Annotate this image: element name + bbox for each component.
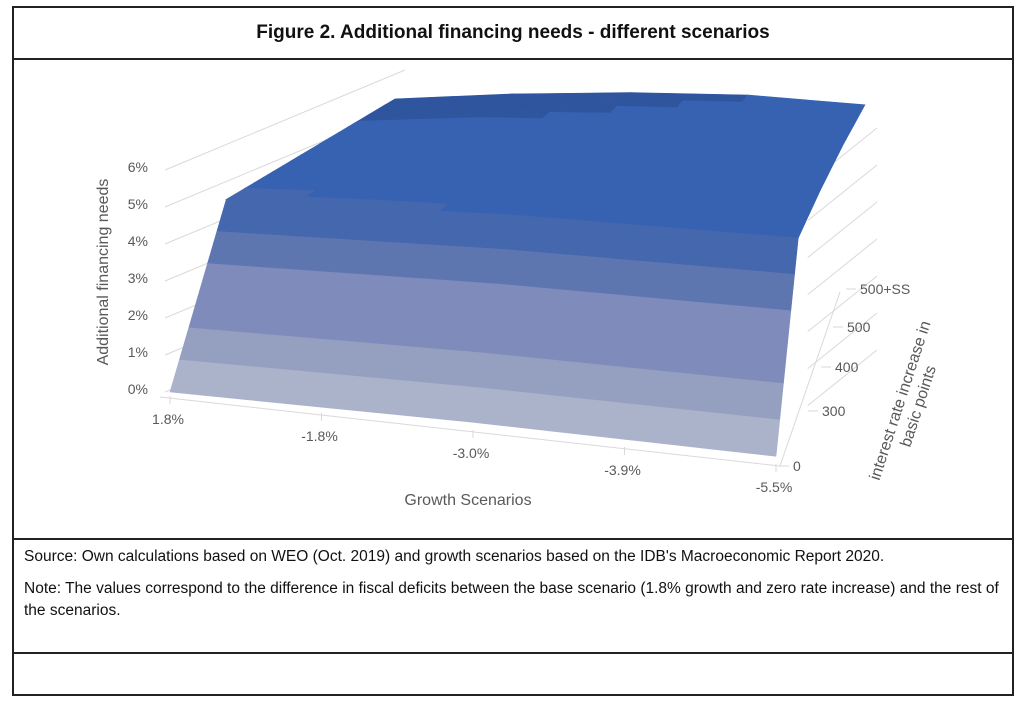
z-axis-title: Additional financing needs — [95, 179, 112, 366]
x-tick-label: -5.5% — [756, 479, 793, 495]
z-tick-label: 2% — [128, 307, 148, 323]
surface-patch — [503, 92, 573, 101]
x-tick-label: -1.8% — [301, 428, 338, 444]
surface-patch — [649, 226, 728, 269]
figure-table: Figure 2. Additional financing needs - d… — [12, 6, 1014, 696]
z-tick-label: 5% — [128, 196, 148, 212]
y-tick-label: 0 — [793, 458, 801, 474]
right-wall-gridline — [807, 201, 878, 258]
surface-patch — [411, 312, 493, 354]
surface-patch — [505, 214, 585, 257]
surface-patch — [472, 387, 555, 432]
surface-patch — [498, 249, 579, 292]
surface-patch — [624, 403, 706, 449]
surface-patch — [331, 171, 410, 180]
surface-patch — [345, 273, 427, 314]
chart-row: 0% 1% 2% 3% 4% 5% 6% 1.8% -1.8% -3.0% -3.9% -5.5% 0 3… — [14, 60, 1012, 540]
right-wall-gridline — [807, 312, 878, 369]
y-tick-label: 500+SS — [860, 281, 910, 297]
surface-patch — [340, 164, 418, 172]
y-tick-label: 400 — [835, 359, 859, 375]
title-row: Figure 2. Additional financing needs - d… — [14, 8, 1012, 60]
z-tick-label: 0% — [128, 381, 148, 397]
surface-patch — [188, 295, 273, 335]
surface-patch — [555, 99, 625, 107]
surface-patch — [717, 267, 795, 312]
surface-patch — [352, 240, 434, 280]
x-tick-label: -3.9% — [604, 462, 641, 478]
surface-patch — [563, 92, 631, 100]
surface-patch — [280, 235, 362, 275]
surface-patch — [404, 346, 487, 389]
source-text: Source: Own calculations based on WEO (O… — [24, 548, 885, 565]
surface-patch — [348, 158, 426, 166]
surface-patch — [577, 220, 656, 263]
surface-patch — [337, 306, 420, 348]
surface-patch — [169, 359, 255, 400]
surface-patch — [360, 206, 442, 246]
surface-patch — [197, 263, 281, 302]
notes-row: Source: Own calculations based on WEO (O… — [14, 540, 1012, 654]
surface-patch — [548, 105, 618, 114]
surface-patch — [272, 164, 351, 172]
figure-title: Figure 2. Additional financing needs - d… — [256, 22, 770, 43]
surface-patch — [271, 268, 354, 308]
surface-patch — [207, 231, 290, 270]
z-tick-label: 4% — [128, 233, 148, 249]
y-axis-title: interest rate increase inbasic points — [867, 319, 953, 488]
x-axis-line — [159, 396, 781, 467]
surface-patch — [565, 290, 646, 334]
right-wall-gridline — [807, 275, 878, 332]
surface-patch — [699, 411, 781, 457]
surface-patch — [571, 255, 651, 298]
surface-patch — [495, 99, 565, 107]
surface-patch — [216, 199, 299, 237]
note-text: Note: The values correspond to the diffe… — [24, 580, 999, 619]
z-tick-label: 3% — [128, 270, 148, 286]
y-tick-label: 300 — [822, 403, 846, 419]
surface-patch — [245, 366, 330, 408]
right-wall-gridline — [807, 238, 878, 295]
x-tick-label: 1.8% — [152, 411, 184, 427]
z-gridline — [164, 69, 406, 171]
surface-patch — [321, 373, 405, 416]
surface-patch — [721, 231, 799, 275]
surface-patch — [396, 380, 480, 423]
right-wall-gridline — [807, 164, 878, 221]
empty-row — [14, 654, 1012, 696]
x-axis-title: Growth Scenarios — [404, 492, 531, 509]
surface-patch — [288, 202, 370, 241]
surface-patch — [418, 278, 500, 319]
surface-patch — [433, 210, 513, 250]
y-tick-label: 500 — [847, 319, 871, 335]
surface-patch — [262, 301, 346, 341]
surface-patch — [644, 261, 723, 305]
surface-patch — [487, 105, 558, 113]
surface-patch — [425, 244, 507, 285]
surface-chart: 0% 1% 2% 3% 4% 5% 6% 1.8% -1.8% -3.0% -3.9% -5.5%0 3… — [95, 69, 953, 509]
right-wall-gridline — [807, 349, 878, 406]
surface-patch — [713, 303, 792, 348]
y-axis-line — [779, 291, 841, 467]
surface-patch — [639, 297, 719, 341]
surface-patch — [548, 395, 630, 440]
z-tick-label: 1% — [128, 344, 148, 360]
x-tick-label: -3.0% — [453, 445, 490, 461]
z-tick-label: 6% — [128, 159, 148, 175]
